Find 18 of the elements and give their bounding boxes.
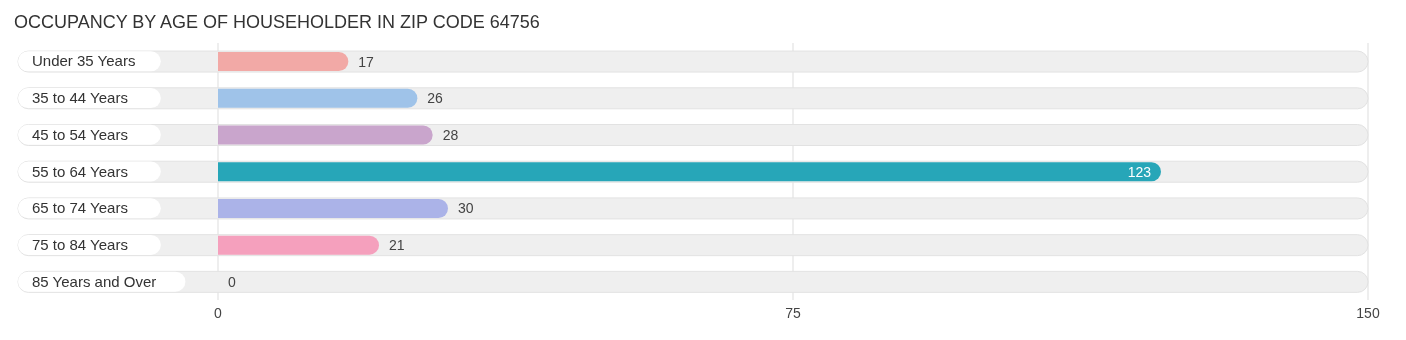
y-tick-label: 65 to 74 Years [32, 199, 128, 217]
data-label: 17 [358, 53, 375, 70]
chart-title: OCCUPANCY BY AGE OF HOUSEHOLDER IN ZIP CODE 64756 [13, 11, 541, 34]
data-label: 21 [389, 237, 405, 254]
y-tick-label: 55 to 64 Years [32, 162, 128, 180]
data-label: 28 [442, 127, 459, 144]
y-tick-label: Under 35 Years [32, 52, 136, 70]
data-label: 26 [427, 90, 444, 107]
x-tick-label: 150 [1356, 304, 1380, 321]
x-tick-label: 0 [214, 304, 223, 321]
y-tick-label: 85 Years and Over [32, 272, 157, 290]
x-tick-label: 75 [785, 304, 801, 321]
data-label: 123 [1127, 163, 1152, 180]
y-tick-label: 45 to 54 Years [32, 125, 128, 143]
y-tick-label: 75 to 84 Years [32, 235, 128, 253]
data-label: 30 [458, 200, 474, 217]
y-tick-label: 35 to 44 Years [32, 89, 128, 107]
data-label: 0 [228, 273, 236, 290]
